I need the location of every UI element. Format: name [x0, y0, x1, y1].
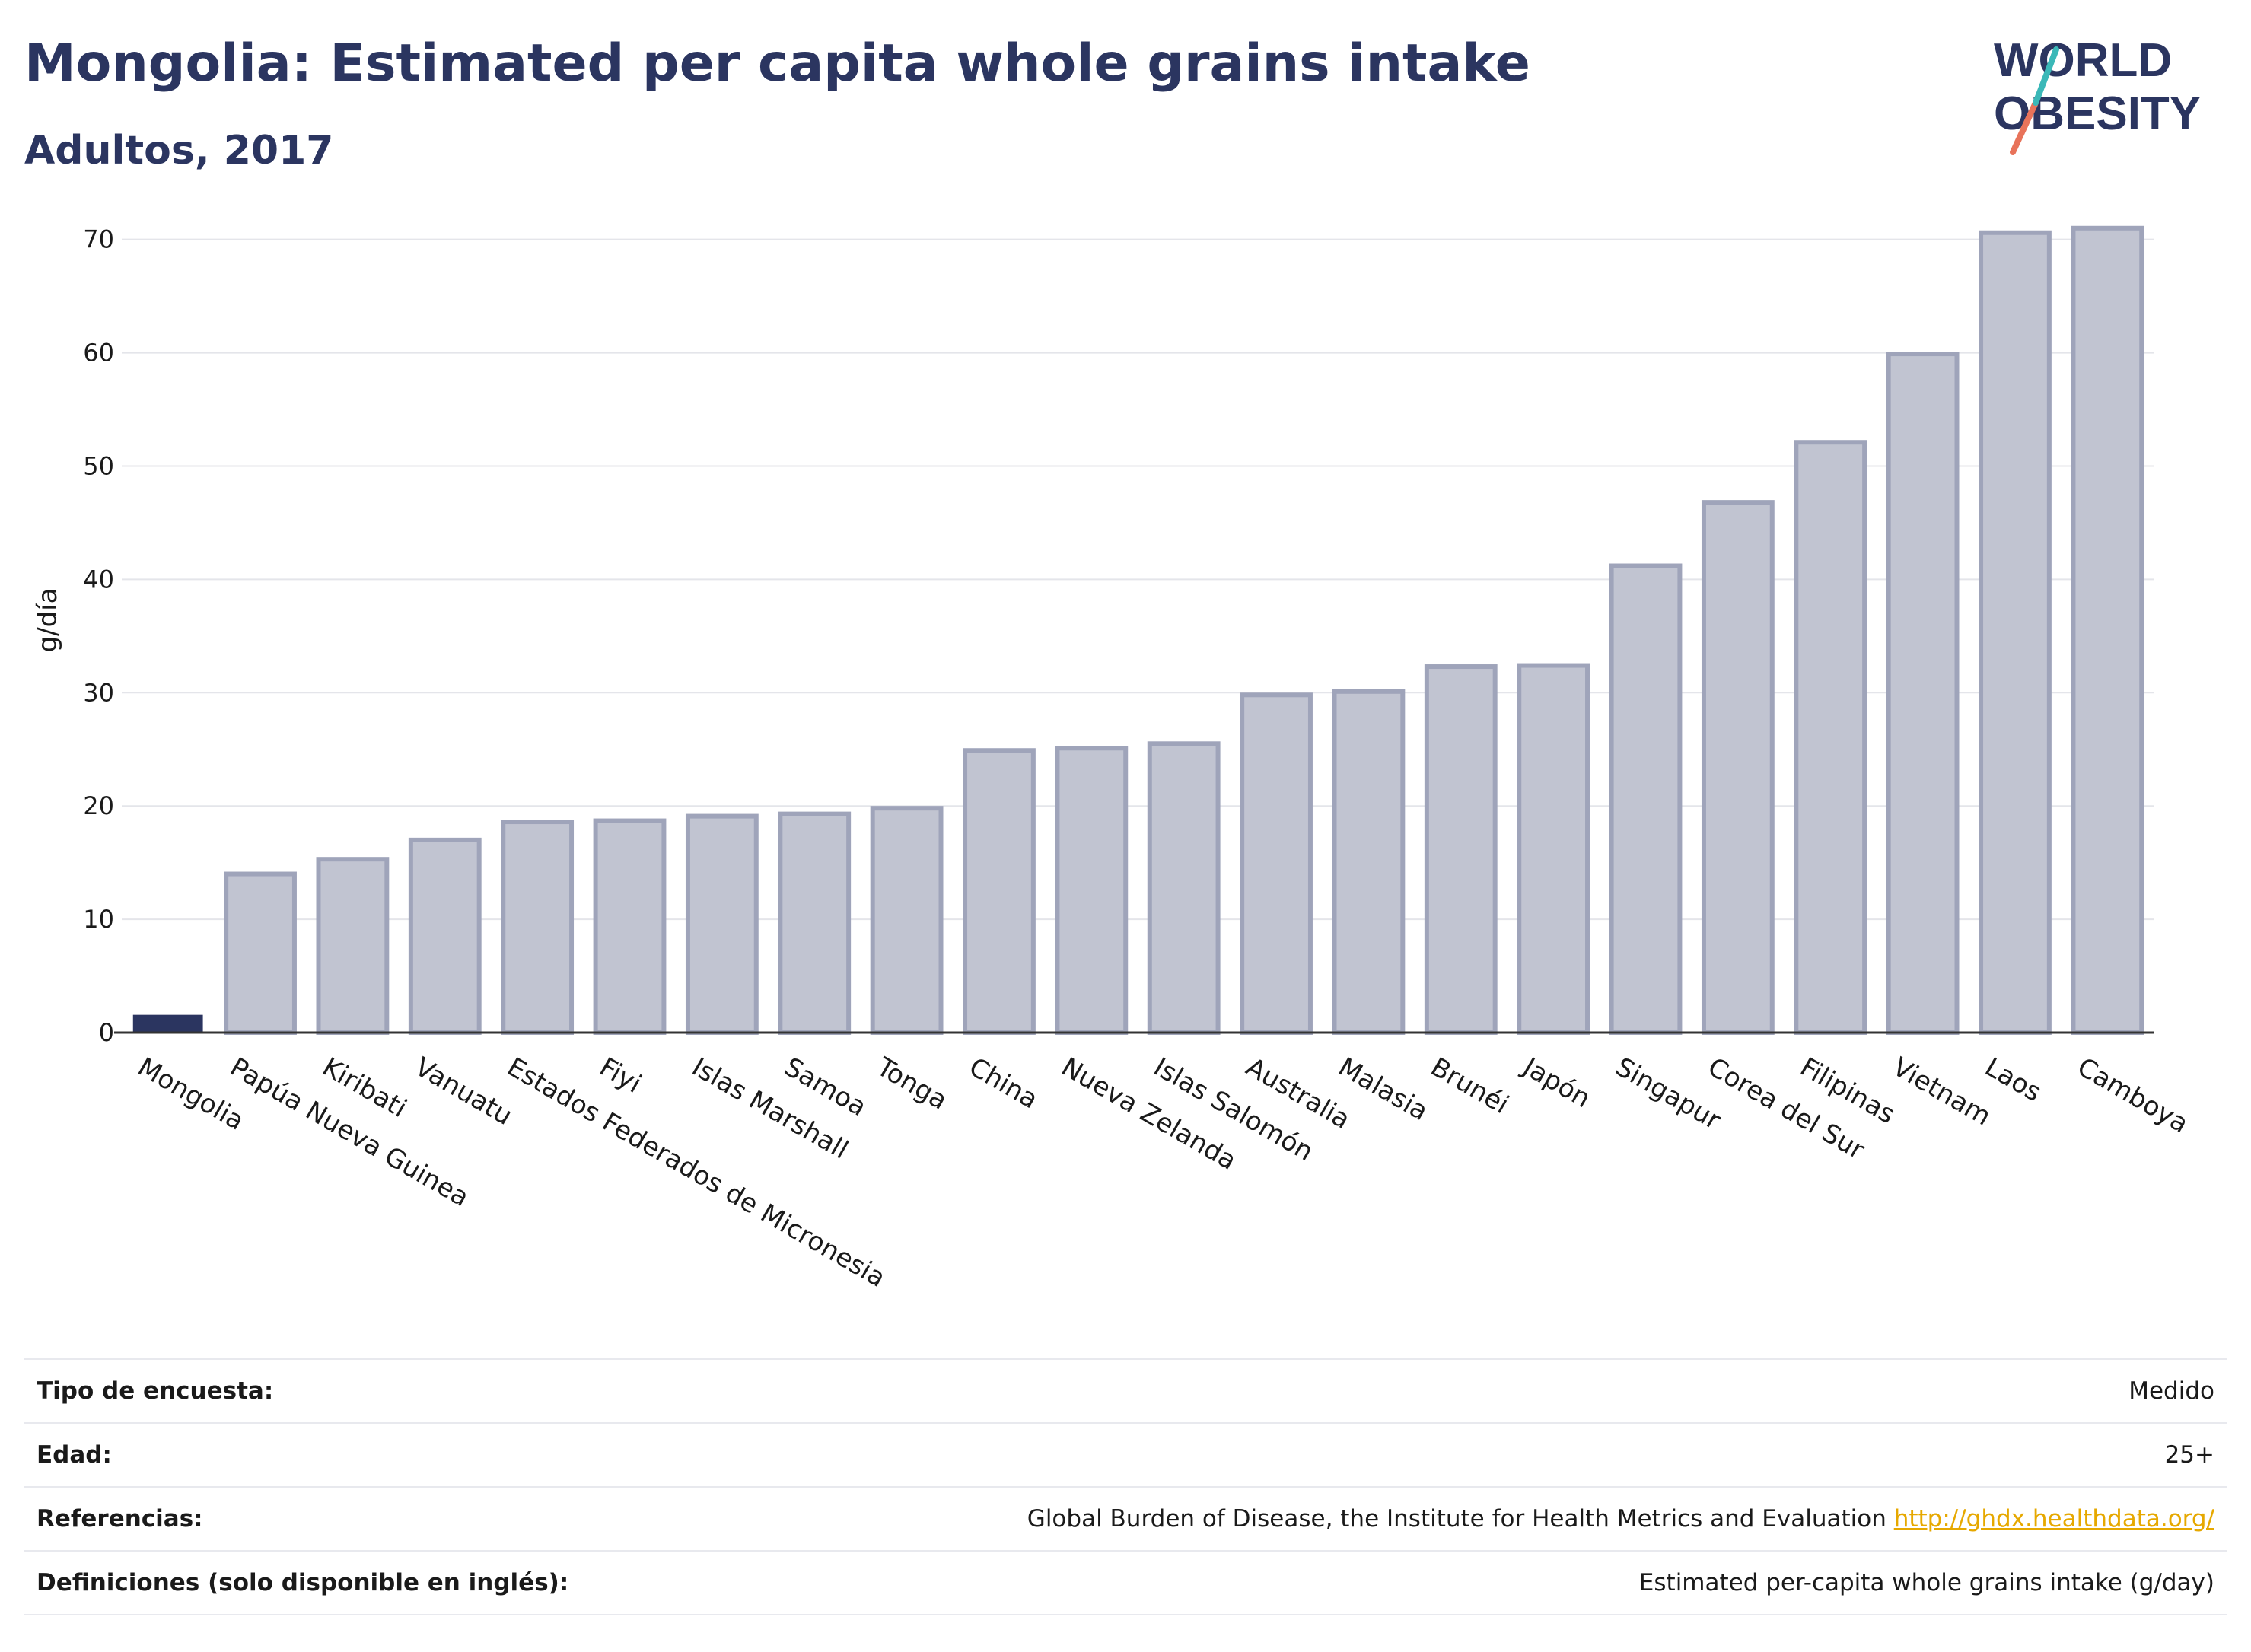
x-tick-label: Camboya — [2072, 1052, 2193, 1139]
meta-row-references: Referencias: Global Burden of Disease, t… — [24, 1486, 2227, 1550]
bar-china — [963, 748, 1036, 1035]
y-axis-label: g/día — [33, 588, 63, 653]
y-tick-label: 0 — [99, 1018, 114, 1047]
meta-label: Definiciones (solo disponible en inglés)… — [37, 1569, 569, 1596]
x-tick-label: Mongolia — [132, 1052, 249, 1137]
x-tick-label: Corea del Sur — [1702, 1052, 1869, 1166]
bar-brunéi — [1424, 664, 1498, 1035]
bar-vanuatu — [408, 837, 482, 1036]
bar-fiyi — [593, 818, 667, 1035]
y-tick-label: 60 — [83, 339, 114, 368]
world-obesity-logo: WORLD OBESITY — [1994, 34, 2201, 155]
bar-filipinas — [1794, 440, 1867, 1035]
meta-value: Global Burden of Disease, the Institute … — [1027, 1505, 2227, 1533]
y-tick-label: 70 — [83, 225, 114, 254]
bar-australia — [1240, 692, 1313, 1035]
x-tick-label: Laos — [1979, 1052, 2046, 1108]
x-tick-label: Japón — [1517, 1051, 1596, 1114]
x-tick-label: Brunéi — [1425, 1052, 1514, 1120]
reference-text: Global Burden of Disease, the Institute … — [1027, 1505, 1886, 1533]
bar-samoa — [778, 811, 852, 1036]
bar-japón — [1517, 663, 1590, 1035]
bar-vietnam — [1886, 352, 1960, 1035]
x-tick-label: Vietnam — [1887, 1052, 1996, 1132]
meta-label: Referencias: — [37, 1505, 203, 1533]
bar-estados-federados-de-micronesia — [501, 820, 575, 1035]
meta-row-survey-type: Tipo de encuesta: Medido — [24, 1358, 2227, 1422]
bar-nueva-zelanda — [1055, 746, 1129, 1035]
x-tick-label: Tonga — [871, 1052, 952, 1116]
y-tick-label: 40 — [83, 565, 114, 594]
meta-value: Estimated per-capita whole grains intake… — [1638, 1569, 2214, 1596]
bar-papúa-nueva-guinea — [224, 871, 297, 1036]
bar-laos — [1979, 230, 2052, 1036]
bar-mongolia — [132, 1014, 203, 1034]
bars — [114, 225, 2154, 1036]
meta-value: Medido — [2128, 1377, 2214, 1405]
y-tick-label: 10 — [83, 905, 114, 934]
x-tick-label: Islas Marshall — [686, 1052, 853, 1165]
bar-camboya — [2071, 225, 2144, 1036]
bar-islas-marshall — [685, 813, 759, 1035]
y-tick-label: 30 — [83, 678, 114, 707]
bar-kiribati — [316, 857, 390, 1036]
x-tick-label: China — [963, 1052, 1043, 1115]
bar-tonga — [870, 806, 944, 1036]
y-tick-labels: 0 10 20 30 40 50 60 70 — [83, 225, 114, 1047]
meta-label: Edad: — [37, 1441, 112, 1469]
page-title: Mongolia: Estimated per capita whole gra… — [24, 33, 1530, 94]
meta-row-definitions: Definiciones (solo disponible en inglés)… — [24, 1550, 2227, 1615]
x-tick-label: Vanuatu — [409, 1052, 517, 1132]
y-tick-label: 50 — [83, 451, 114, 480]
x-tick-label: Fiyi — [594, 1052, 647, 1100]
svg-text:WORLD: WORLD — [1994, 34, 2172, 87]
bar-corea-del-sur — [1701, 500, 1775, 1035]
bar-islas-salomón — [1147, 741, 1221, 1035]
bar-singapur — [1609, 563, 1683, 1035]
meta-value: 25+ — [2164, 1441, 2214, 1469]
meta-row-age: Edad: 25+ — [24, 1422, 2227, 1486]
x-tick-label: Singapur — [1610, 1052, 1726, 1136]
metadata-table: Tipo de encuesta: Medido Edad: 25+ Refer… — [24, 1358, 2227, 1615]
bar-malasia — [1332, 689, 1406, 1035]
reference-link[interactable]: http://ghdx.healthdata.org/ — [1893, 1505, 2214, 1533]
page-subtitle: Adultos, 2017 — [24, 128, 334, 173]
meta-label: Tipo de encuesta: — [37, 1377, 274, 1405]
y-tick-label: 20 — [83, 791, 114, 820]
